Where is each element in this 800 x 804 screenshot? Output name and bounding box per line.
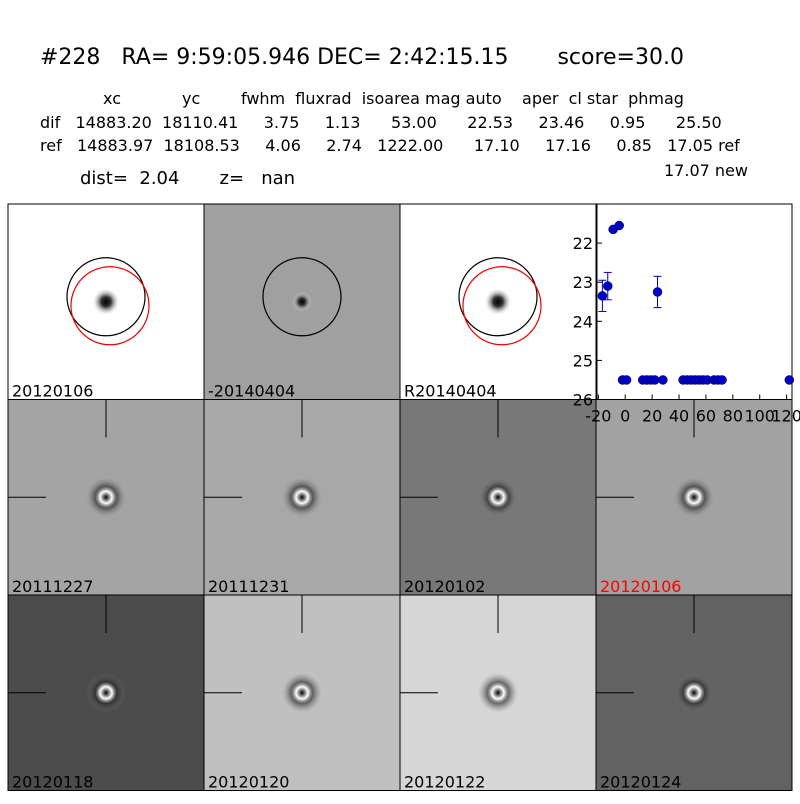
- y-tick-label: 24: [573, 312, 593, 331]
- aperture: [458, 257, 538, 337]
- table-note: 17.07 new: [664, 161, 748, 180]
- aperture: [262, 257, 342, 337]
- panel-label: 20120102: [404, 577, 485, 596]
- aperture: [66, 257, 146, 337]
- table-row: ref 14883.97 18108.53 4.06 2.74 1222.00 …: [40, 136, 740, 155]
- y-tick-label: 26: [573, 391, 593, 410]
- source: [478, 672, 518, 713]
- point: [621, 375, 632, 385]
- point: [650, 375, 660, 385]
- aperture-ref: [462, 266, 542, 346]
- y-tick-label: 25: [573, 351, 593, 370]
- panel-label: -20140404: [208, 382, 295, 401]
- plot-area: [596, 203, 793, 400]
- panel-label: R20140404: [404, 382, 497, 401]
- table-header: xc yc fwhm fluxrad isoarea mag auto aper…: [103, 89, 684, 108]
- aperture-ref: [70, 266, 150, 346]
- x-tick-label: 0: [620, 407, 630, 426]
- point: [717, 375, 727, 385]
- panel-label: 20111227: [12, 577, 93, 596]
- x-tick-label: 100: [744, 407, 775, 426]
- point: [603, 281, 613, 291]
- panel-label: 20120124: [600, 773, 681, 792]
- y-tick-label: 23: [573, 273, 593, 292]
- point: [597, 291, 608, 301]
- point: [614, 220, 624, 231]
- panel-label: 20120120: [208, 773, 289, 792]
- source: [282, 477, 322, 518]
- table-row: dif 14883.20 18110.41 3.75 1.13 53.00 22…: [40, 113, 722, 132]
- point: [658, 375, 668, 385]
- source: [484, 287, 512, 316]
- panel-label: 20120118: [12, 773, 93, 792]
- panel-label: 20120106: [600, 577, 681, 596]
- x-tick-label: 20: [642, 407, 662, 426]
- source: [674, 672, 714, 713]
- source: [282, 672, 322, 713]
- panel-label: 20120122: [404, 773, 485, 792]
- point: [652, 287, 663, 297]
- distance: dist= 2.04 z= nan: [80, 168, 295, 189]
- y-tick-label: 22: [573, 234, 593, 253]
- x-tick-label: -20: [585, 407, 611, 426]
- source: [92, 287, 120, 316]
- x-tick-label: 60: [696, 407, 716, 426]
- source: [86, 477, 126, 518]
- source: [674, 477, 714, 518]
- x-tick-label: 40: [669, 407, 689, 426]
- x-tick-label: 80: [723, 407, 743, 426]
- source: [478, 477, 518, 518]
- source: [292, 291, 312, 312]
- source: [86, 672, 126, 713]
- point: [784, 375, 795, 385]
- x-tick-label: 120: [771, 407, 800, 426]
- title: #228 RA= 9:59:05.946 DEC= 2:42:15.15 sco…: [40, 45, 684, 70]
- panel-label: 20120106: [12, 382, 93, 401]
- panel-label: 20111231: [208, 577, 289, 596]
